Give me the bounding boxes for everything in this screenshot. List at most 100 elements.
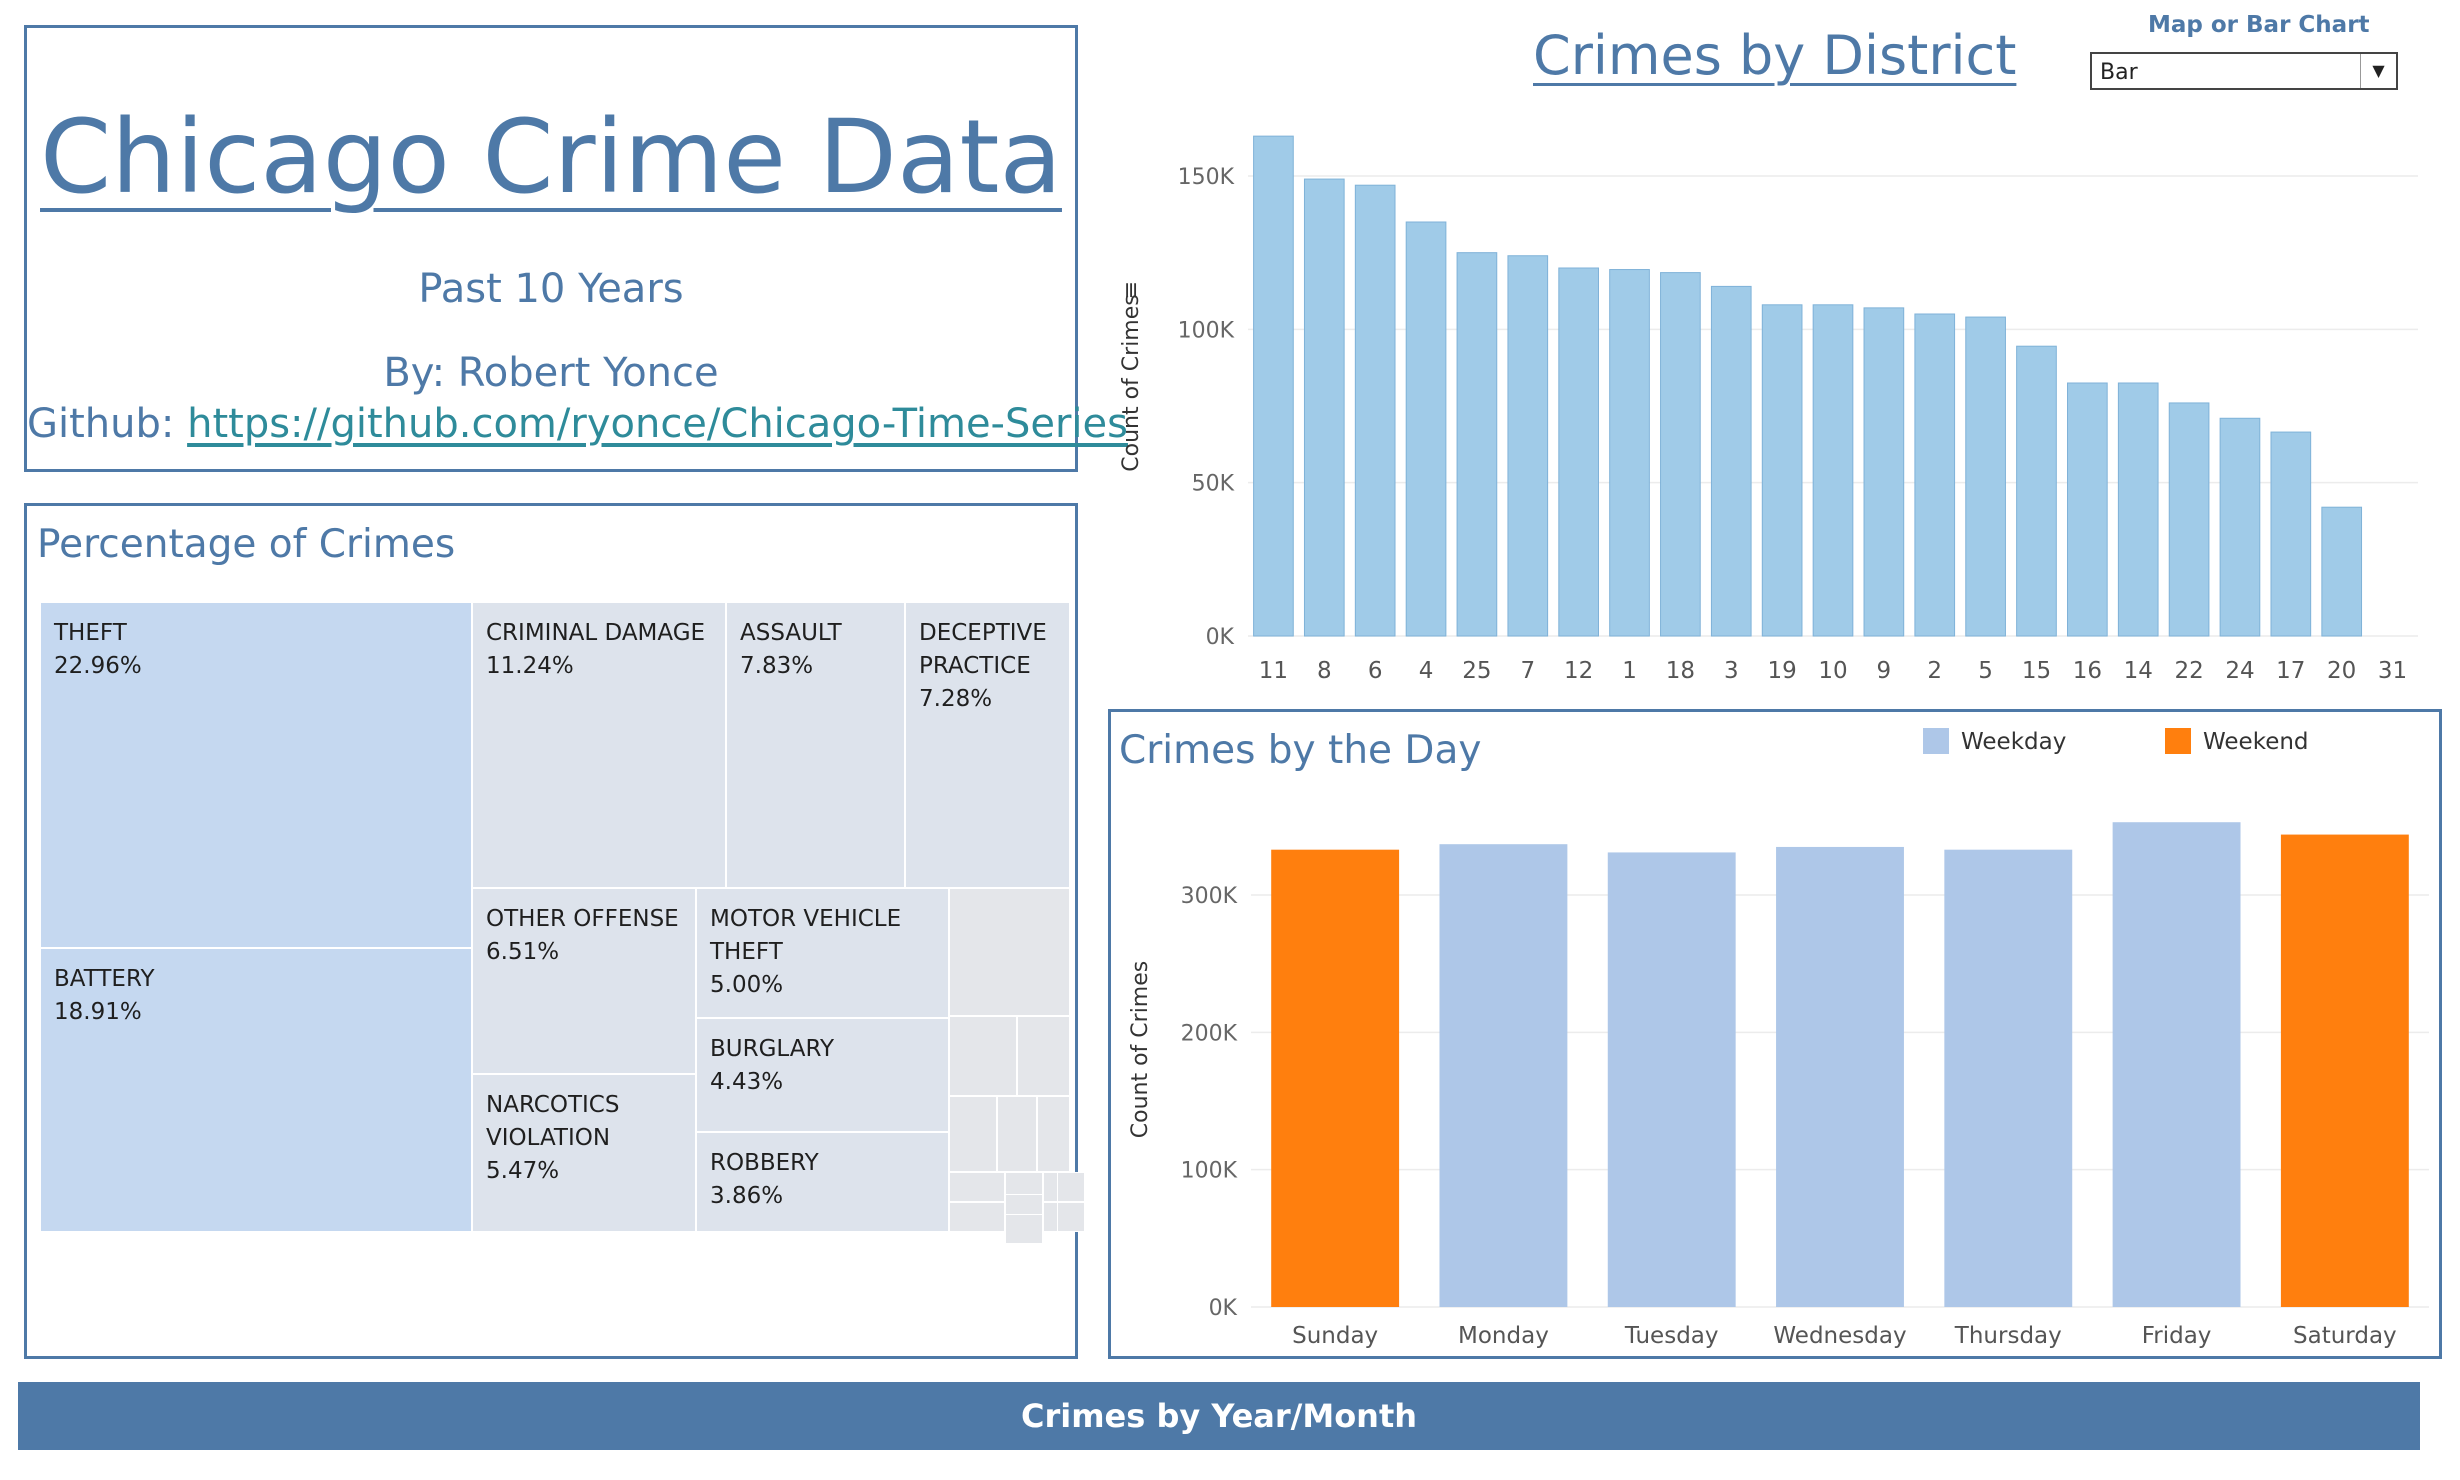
treemap-title: Percentage of Crimes: [37, 522, 456, 567]
tile-pct: 5.47%: [486, 1158, 560, 1184]
bar: [2112, 822, 2241, 1307]
chart-type-dropdown-value: Bar: [2100, 60, 2138, 85]
title-panel: Chicago Crime Data Past 10 Years By: Rob…: [24, 25, 1128, 472]
bar: [1914, 313, 1956, 637]
treemap-tile-theft[interactable]: THEFT 22.96%: [40, 602, 472, 948]
bar: [1354, 184, 1396, 637]
treemap-tile-burglary[interactable]: BURGLARY 4.43%: [696, 1018, 949, 1132]
bar: [1812, 304, 1854, 637]
y-tick-label: 0K: [1206, 625, 1235, 650]
github-link[interactable]: https://github.com/ryonce/Chicago-Time-S…: [187, 401, 1128, 447]
treemap-tile-unlabeled[interactable]: [949, 1202, 1005, 1232]
treemap-tile-robbery[interactable]: ROBBERY 3.86%: [696, 1132, 949, 1232]
x-tick-label: 19: [1767, 658, 1796, 684]
tile-pct: 7.83%: [740, 653, 814, 679]
bar: [1965, 316, 2006, 637]
treemap-tile-unlabeled[interactable]: [949, 1096, 997, 1172]
dashboard-title: Chicago Crime Data: [40, 98, 1062, 217]
legend-label: Weekend: [2203, 729, 2309, 755]
treemap-tile-unlabeled[interactable]: [949, 888, 1070, 1016]
bar: [1456, 252, 1498, 637]
bar: [1710, 285, 1752, 637]
x-tick-label: 15: [2022, 658, 2051, 684]
x-tick-label: 18: [1666, 658, 1695, 684]
treemap-tile-unlabeled[interactable]: [949, 1016, 1017, 1096]
tile-name: ASSAULT: [740, 620, 842, 646]
y-tick-label: 200K: [1181, 1021, 1238, 1046]
crime-type-treemap: THEFT 22.96% BATTERY 18.91% CRIMINAL DAM…: [40, 602, 1085, 1244]
x-tick-label: 17: [2276, 658, 2305, 684]
author-line: By: Robert Yonce: [383, 350, 719, 396]
x-tick-label: 14: [2124, 658, 2153, 684]
y-tick-label: 0K: [1209, 1296, 1238, 1321]
sort-icon: ≡: [1119, 281, 1144, 299]
legend-swatch-weekday: [1923, 728, 1949, 754]
treemap-tile-criminal-damage[interactable]: CRIMINAL DAMAGE 11.24%: [472, 602, 726, 888]
treemap-tile-narcotics-violation[interactable]: NARCOTICS VIOLATION 5.47%: [472, 1074, 696, 1232]
tile-pct: 22.96%: [54, 653, 142, 679]
chart-type-control-label: Map or Bar Chart: [2148, 12, 2370, 38]
bar: [2280, 834, 2409, 1307]
treemap-tile-other-offense[interactable]: OTHER OFFENSE 6.51%: [472, 888, 696, 1074]
treemap-tile-assault[interactable]: ASSAULT 7.83%: [726, 602, 905, 888]
chart-type-dropdown[interactable]: Bar ▼: [2090, 52, 2398, 90]
tile-pct: 5.00%: [710, 972, 784, 998]
x-tick-label: 12: [1564, 658, 1593, 684]
legend-item-weekday[interactable]: Weekday: [1923, 728, 2066, 755]
x-tick-label: Sunday: [1292, 1323, 1378, 1349]
bar: [2270, 431, 2312, 637]
treemap-tile-unlabeled[interactable]: [1057, 1172, 1085, 1202]
bar: [1439, 844, 1568, 1307]
x-tick-label: Tuesday: [1624, 1323, 1719, 1349]
bar: [1660, 272, 1701, 637]
bar: [2016, 345, 2057, 637]
bar: [2219, 417, 2261, 637]
tile-name: NARCOTICS VIOLATION: [486, 1092, 620, 1151]
bar: [1609, 269, 1650, 637]
treemap-tile-unlabeled[interactable]: [997, 1096, 1037, 1172]
x-tick-label: 5: [1978, 658, 1993, 684]
treemap-tile-battery[interactable]: BATTERY 18.91%: [40, 948, 472, 1232]
legend-item-weekend[interactable]: Weekend: [2165, 728, 2309, 755]
x-tick-label: 20: [2327, 658, 2356, 684]
x-tick-label: Wednesday: [1773, 1323, 1906, 1349]
bar: [1558, 267, 1599, 637]
x-tick-label: 16: [2073, 658, 2102, 684]
y-axis-title: Count of Crimes: [1119, 294, 1144, 471]
bar: [1607, 852, 1736, 1307]
x-tick-label: 3: [1724, 658, 1739, 684]
tile-name: THEFT: [54, 620, 127, 646]
y-tick-label: 100K: [1181, 1159, 1238, 1184]
x-tick-label: 31: [2378, 658, 2407, 684]
treemap-tile-motor-vehicle-theft[interactable]: MOTOR VEHICLE THEFT 5.00%: [696, 888, 949, 1018]
dashboard-subtitle: Past 10 Years: [418, 266, 684, 312]
tile-name: DECEPTIVE PRACTICE: [919, 620, 1047, 679]
day-chart-panel: Crimes by the Day Weekday Weekend 0K 100K…: [1108, 709, 2442, 1359]
tile-name: BATTERY: [54, 966, 155, 992]
tile-name: CRIMINAL DAMAGE: [486, 620, 706, 646]
x-tick-label: 22: [2174, 658, 2203, 684]
x-tick-label: Saturday: [2293, 1323, 2397, 1349]
x-tick-label: 1: [1622, 658, 1637, 684]
tile-pct: 11.24%: [486, 653, 574, 679]
legend-swatch-weekend: [2165, 728, 2191, 754]
treemap-tile-unlabeled[interactable]: [1057, 1202, 1085, 1232]
treemap-panel: Percentage of Crimes THEFT 22.96% BATTER…: [24, 503, 1085, 1359]
chevron-down-icon[interactable]: ▼: [2360, 54, 2396, 88]
treemap-tile-unlabeled[interactable]: [1005, 1214, 1043, 1244]
bar: [1761, 304, 1803, 637]
tile-name: BURGLARY: [710, 1036, 835, 1062]
treemap-tile-unlabeled[interactable]: [949, 1172, 1005, 1202]
treemap-tile-unlabeled[interactable]: [1037, 1096, 1070, 1172]
bar: [2321, 506, 2363, 637]
treemap-tile-unlabeled[interactable]: [1017, 1016, 1070, 1096]
legend-label: Weekday: [1961, 729, 2067, 755]
bar: [2168, 402, 2210, 637]
x-tick-label: 4: [1419, 658, 1434, 684]
treemap-tile-deceptive-practice[interactable]: DECEPTIVE PRACTICE 7.28%: [905, 602, 1070, 888]
year-month-tab[interactable]: Crimes by Year/Month: [18, 1382, 2420, 1450]
y-tick-label: 150K: [1178, 165, 1235, 190]
x-tick-label: Friday: [2142, 1323, 2212, 1349]
bar: [1776, 846, 1904, 1307]
